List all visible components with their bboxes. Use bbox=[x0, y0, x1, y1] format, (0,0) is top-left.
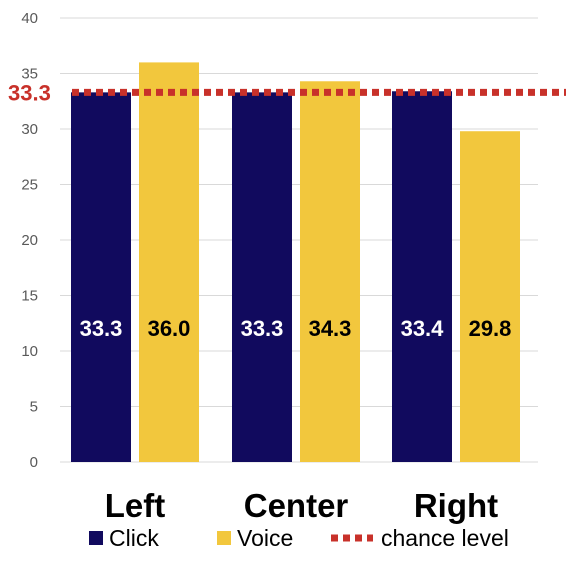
bar-label-click-right: 33.4 bbox=[401, 316, 445, 341]
legend: Click Voice chance level bbox=[89, 525, 509, 551]
y-tick-label: 0 bbox=[30, 454, 38, 471]
y-tick-label: 30 bbox=[21, 121, 38, 138]
y-tick-label: 25 bbox=[21, 177, 38, 194]
legend-chance-level: chance level bbox=[331, 525, 509, 551]
bar-label-click-center: 33.3 bbox=[241, 316, 284, 341]
legend-voice: Voice bbox=[217, 525, 293, 551]
y-axis-ticks: 0 5 10 15 20 25 30 35 40 bbox=[21, 10, 38, 471]
y-tick-label: 20 bbox=[21, 232, 38, 249]
chance-level-line: 33.3 bbox=[8, 80, 566, 105]
bar-value-labels: 33.3 36.0 33.3 34.3 33.4 29.8 bbox=[80, 316, 512, 341]
y-tick-label: 10 bbox=[21, 343, 38, 360]
y-tick-label: 35 bbox=[21, 66, 38, 83]
legend-click-label: Click bbox=[109, 525, 159, 551]
bar-voice-center bbox=[300, 81, 360, 463]
bars bbox=[71, 62, 520, 463]
legend-voice-swatch bbox=[217, 531, 231, 545]
bar-click-left bbox=[71, 92, 131, 463]
bar-click-right bbox=[392, 91, 452, 462]
category-label-right: Right bbox=[414, 487, 498, 524]
category-label-center: Center bbox=[244, 487, 349, 524]
category-label-left: Left bbox=[105, 487, 166, 524]
y-tick-label: 5 bbox=[30, 399, 38, 416]
legend-click-swatch bbox=[89, 531, 103, 545]
bar-label-voice-center: 34.3 bbox=[309, 316, 352, 341]
y-tick-label: 15 bbox=[21, 288, 38, 305]
bar-voice-right bbox=[460, 131, 520, 462]
bar-voice-left bbox=[139, 62, 199, 463]
bar-label-voice-right: 29.8 bbox=[469, 316, 512, 341]
bar-click-center bbox=[232, 92, 292, 463]
x-axis-categories: Left Center Right bbox=[105, 487, 498, 524]
chance-level-value-label: 33.3 bbox=[8, 80, 51, 105]
bar-label-voice-left: 36.0 bbox=[148, 316, 191, 341]
y-tick-label: 40 bbox=[21, 10, 38, 27]
legend-click: Click bbox=[89, 525, 159, 551]
legend-voice-label: Voice bbox=[237, 525, 293, 551]
legend-chance-level-label: chance level bbox=[381, 525, 509, 551]
bar-label-click-left: 33.3 bbox=[80, 316, 123, 341]
